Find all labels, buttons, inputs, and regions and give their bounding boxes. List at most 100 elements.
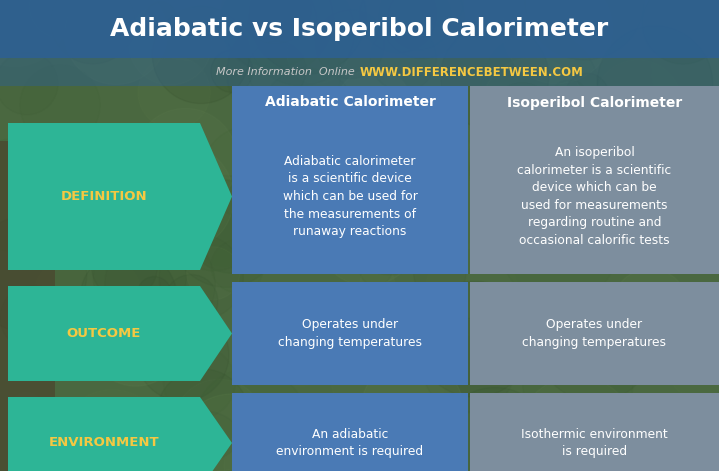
Circle shape [361, 359, 464, 462]
Circle shape [380, 0, 464, 59]
Circle shape [222, 0, 334, 74]
Circle shape [249, 0, 366, 74]
Circle shape [481, 57, 585, 162]
Circle shape [391, 215, 439, 263]
Circle shape [20, 65, 100, 145]
Text: An adiabatic
environment is required: An adiabatic environment is required [276, 428, 423, 458]
Circle shape [300, 418, 331, 450]
Circle shape [211, 240, 264, 293]
Circle shape [622, 333, 654, 364]
Circle shape [640, 212, 693, 266]
Circle shape [26, 147, 106, 227]
Circle shape [173, 379, 265, 471]
Circle shape [316, 10, 385, 79]
Circle shape [186, 180, 279, 273]
Circle shape [502, 0, 613, 84]
Circle shape [221, 0, 326, 67]
Text: Adiabatic vs Isoperibol Calorimeter: Adiabatic vs Isoperibol Calorimeter [111, 17, 608, 41]
Text: DEFINITION: DEFINITION [60, 190, 147, 203]
Circle shape [211, 50, 253, 92]
Polygon shape [8, 397, 232, 471]
Circle shape [280, 346, 321, 387]
Text: More Information  Online: More Information Online [216, 67, 355, 77]
Circle shape [137, 276, 171, 310]
Circle shape [93, 231, 186, 324]
FancyBboxPatch shape [0, 58, 719, 86]
Circle shape [93, 289, 170, 366]
Circle shape [287, 22, 348, 84]
FancyBboxPatch shape [232, 393, 468, 471]
Circle shape [307, 187, 362, 244]
Circle shape [525, 0, 644, 60]
Circle shape [417, 281, 533, 397]
Circle shape [439, 388, 551, 471]
Circle shape [336, 69, 413, 146]
Circle shape [370, 25, 436, 91]
Circle shape [165, 275, 218, 328]
FancyBboxPatch shape [0, 0, 719, 58]
Circle shape [29, 0, 93, 38]
Circle shape [317, 184, 418, 286]
FancyBboxPatch shape [232, 282, 468, 385]
Circle shape [388, 0, 452, 49]
Circle shape [0, 285, 65, 350]
FancyBboxPatch shape [0, 141, 55, 471]
Circle shape [187, 440, 235, 471]
Circle shape [300, 399, 412, 471]
Circle shape [156, 369, 249, 462]
Text: An isoperibol
calorimeter is a scientific
device which can be
used for measureme: An isoperibol calorimeter is a scientifi… [518, 146, 672, 247]
Circle shape [260, 68, 357, 166]
Circle shape [138, 57, 210, 129]
Circle shape [422, 318, 516, 413]
Circle shape [77, 414, 175, 471]
Circle shape [480, 32, 599, 151]
Circle shape [175, 394, 288, 471]
Circle shape [360, 0, 436, 53]
Circle shape [145, 2, 176, 33]
Text: Operates under
changing temperatures: Operates under changing temperatures [523, 318, 667, 349]
Text: OUTCOME: OUTCOME [67, 327, 141, 340]
Circle shape [347, 188, 434, 275]
FancyBboxPatch shape [470, 393, 719, 471]
Circle shape [680, 118, 714, 151]
Circle shape [661, 141, 719, 228]
Circle shape [345, 106, 431, 192]
Text: Operates under
changing temperatures: Operates under changing temperatures [278, 318, 422, 349]
Circle shape [193, 368, 308, 471]
Circle shape [50, 0, 135, 64]
Circle shape [597, 417, 679, 471]
Circle shape [612, 269, 688, 345]
Circle shape [0, 52, 58, 115]
Circle shape [91, 234, 157, 300]
Circle shape [537, 284, 654, 402]
FancyBboxPatch shape [232, 119, 468, 274]
Polygon shape [8, 123, 232, 270]
Circle shape [664, 312, 719, 402]
Circle shape [163, 347, 235, 418]
Circle shape [168, 178, 260, 271]
Circle shape [203, 127, 294, 218]
Text: Isothermic environment
is required: Isothermic environment is required [521, 428, 668, 458]
Circle shape [185, 187, 264, 266]
Circle shape [631, 170, 661, 201]
Circle shape [136, 309, 229, 401]
Circle shape [642, 0, 719, 64]
Circle shape [421, 0, 464, 26]
Text: Adiabatic calorimeter
is a scientific device
which can be used for
the measureme: Adiabatic calorimeter is a scientific de… [283, 155, 418, 238]
Circle shape [129, 2, 212, 85]
Circle shape [500, 186, 618, 304]
Circle shape [239, 0, 311, 44]
Circle shape [159, 235, 243, 319]
Circle shape [597, 26, 713, 141]
Circle shape [65, 0, 168, 84]
FancyBboxPatch shape [232, 86, 468, 119]
Circle shape [421, 115, 471, 164]
Circle shape [550, 80, 588, 118]
FancyBboxPatch shape [470, 119, 719, 274]
Circle shape [360, 253, 392, 286]
Circle shape [247, 41, 306, 99]
Circle shape [331, 318, 446, 433]
Circle shape [470, 116, 580, 226]
Circle shape [80, 250, 177, 347]
Circle shape [221, 0, 317, 71]
